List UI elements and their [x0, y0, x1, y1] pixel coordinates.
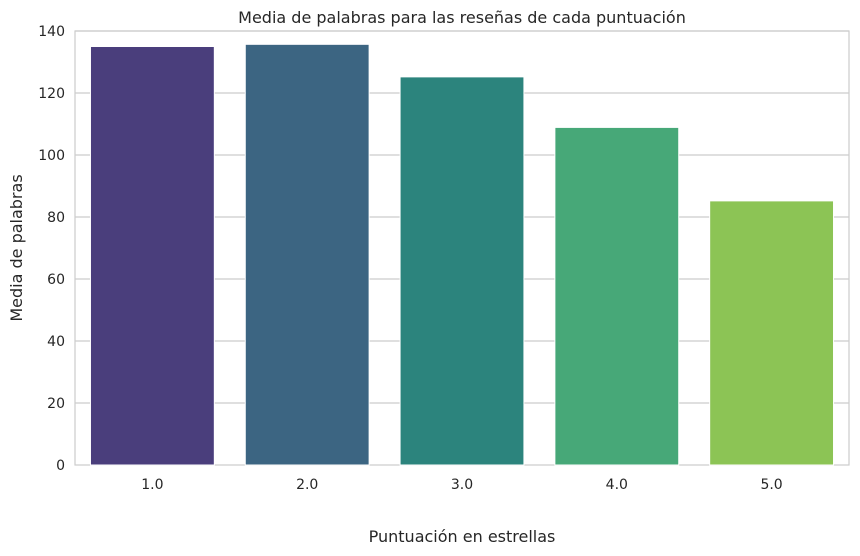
x-axis-label: Puntuación en estrellas: [369, 527, 556, 546]
y-tick-label: 80: [47, 210, 65, 226]
bar-3.0: [399, 76, 525, 466]
y-tick-label: 120: [38, 86, 65, 102]
x-tick-label: 5.0: [760, 477, 782, 493]
bar-5.0: [709, 200, 835, 466]
y-axis-label: Media de palabras: [7, 174, 26, 321]
x-tick-label: 2.0: [296, 477, 318, 493]
y-tick-label: 40: [47, 334, 65, 350]
x-tick-label: 1.0: [141, 477, 163, 493]
y-tick-labels: 0 20 40 60 80 100 120 140: [38, 24, 65, 474]
bars: [89, 43, 835, 466]
x-tick-label: 4.0: [606, 477, 628, 493]
bar-2.0: [244, 43, 370, 466]
bar-1.0: [89, 46, 215, 466]
y-tick-label: 20: [47, 396, 65, 412]
x-tick-labels: 1.0 2.0 3.0 4.0 5.0: [141, 477, 782, 493]
y-tick-label: 0: [56, 458, 65, 474]
y-tick-label: 60: [47, 272, 65, 288]
bar-4.0: [554, 126, 680, 466]
x-tick-label: 3.0: [451, 477, 473, 493]
y-tick-label: 140: [38, 24, 65, 40]
y-tick-label: 100: [38, 148, 65, 164]
chart-title: Media de palabras para las reseñas de ca…: [238, 8, 686, 27]
